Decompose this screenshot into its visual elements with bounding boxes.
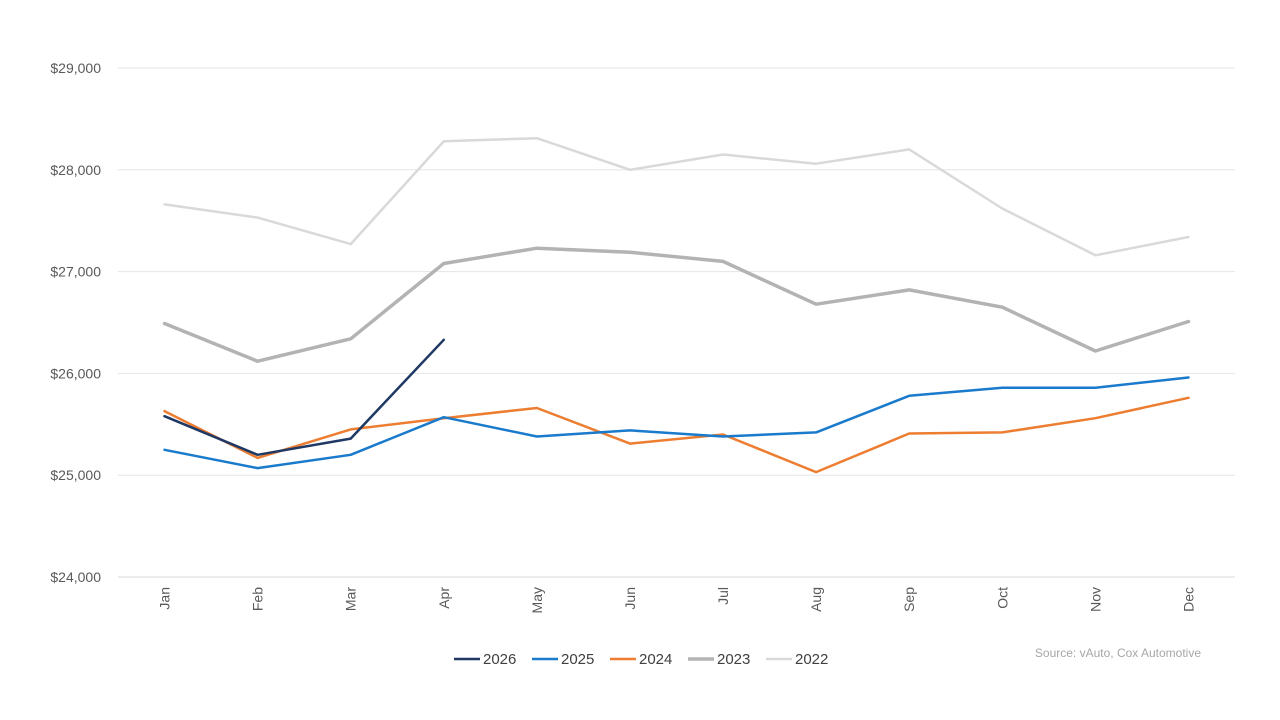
y-tick-label: $28,000 xyxy=(50,162,101,178)
x-tick-label-dec: Dec xyxy=(1180,587,1196,612)
legend-label-2026: 2026 xyxy=(483,651,516,668)
x-tick-label-oct: Oct xyxy=(994,587,1010,609)
x-tick-label-jan: Jan xyxy=(157,587,173,610)
legend: 2026 2025 2024 2023 2022 xyxy=(454,651,828,668)
legend-label-2022: 2022 xyxy=(795,651,828,668)
x-tick-label-jun: Jun xyxy=(622,587,638,610)
x-tick-label-mar: Mar xyxy=(343,587,359,611)
y-tick-label: $24,000 xyxy=(50,569,101,585)
series-lines xyxy=(162,136,1191,474)
y-tick-label: $29,000 xyxy=(50,60,101,76)
x-tick-label-jul: Jul xyxy=(715,587,731,605)
x-tick-label-sep: Sep xyxy=(901,587,917,612)
legend-label-2025: 2025 xyxy=(561,651,594,668)
series-line-2026 xyxy=(163,338,446,457)
y-tick-label: $26,000 xyxy=(50,365,101,381)
y-tick-label: $27,000 xyxy=(50,264,101,280)
x-tick-label-nov: Nov xyxy=(1087,587,1103,612)
y-tick-label: $25,000 xyxy=(50,467,101,483)
x-tick-label-apr: Apr xyxy=(436,587,452,609)
x-tick-label-aug: Aug xyxy=(808,587,824,612)
legend-label-2023: 2023 xyxy=(717,651,750,668)
legend-label-2024: 2024 xyxy=(639,651,672,668)
series-line-2025 xyxy=(163,376,1190,470)
series-line-2022 xyxy=(163,136,1190,257)
x-axis: Jan Feb Mar Apr May Jun Jul Aug Sep Oct Nov Dec xyxy=(157,587,1197,614)
series-line-2024 xyxy=(163,396,1190,474)
source-note: Source: vAuto, Cox Automotive xyxy=(1035,646,1201,660)
x-tick-label-may: May xyxy=(529,587,545,613)
grid xyxy=(118,67,1235,578)
x-tick-label-feb: Feb xyxy=(250,587,266,611)
y-axis: $24,000 $25,000 $26,000 $27,000 $28,000 $29,0… xyxy=(50,60,101,585)
series-line-2023 xyxy=(162,246,1191,363)
